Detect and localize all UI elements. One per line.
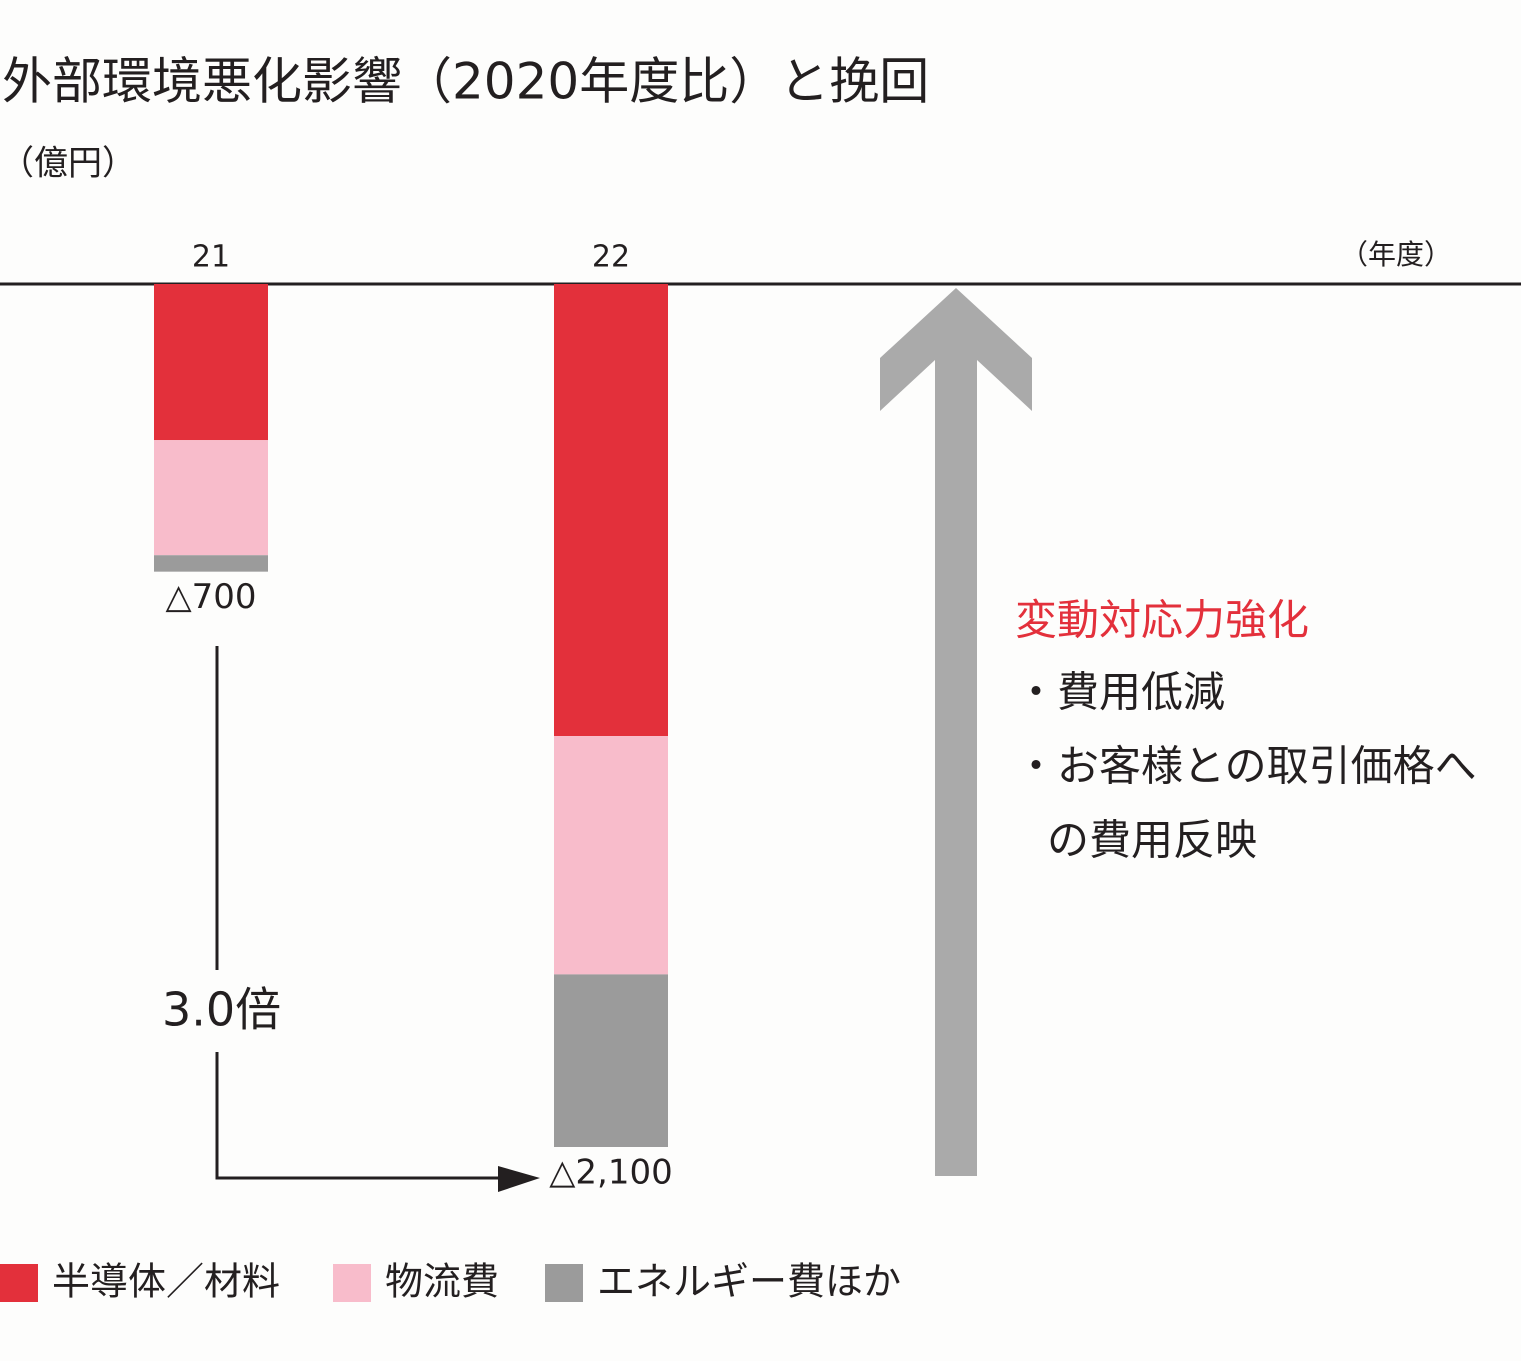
legend-label: エネルギー費ほか (597, 1260, 901, 1304)
total-label: △2,100 (549, 1153, 672, 1193)
arrowhead (498, 1166, 540, 1192)
recovery-line: ・お客様との取引価格へ (1015, 742, 1477, 791)
bar-segment (554, 736, 668, 975)
x-tick-label: 22 (592, 240, 630, 275)
recovery-line: の費用反映 (1047, 816, 1257, 865)
bar-segment (554, 284, 668, 737)
connector (215, 1052, 505, 1180)
chart-title: 外部環境悪化影響（2020年度比）と挽回 (2, 53, 929, 111)
recovery-arrow (880, 288, 1032, 1176)
legend-swatch (0, 1264, 38, 1302)
growth-label: 3.0倍 (162, 983, 281, 1037)
bar-segment (554, 974, 668, 1147)
bar-segment (154, 440, 268, 556)
x-unit: （年度） (1340, 238, 1452, 271)
legend-swatch (333, 1264, 371, 1302)
recovery-line: ・費用低減 (1015, 668, 1225, 717)
legend-swatch (545, 1264, 583, 1302)
total-label: △700 (165, 577, 256, 617)
bar-segment (154, 555, 268, 572)
y-unit: （億円） (0, 144, 136, 184)
legend-label: 物流費 (385, 1260, 499, 1304)
x-tick-label: 21 (192, 240, 230, 275)
legend-label: 半導体／材料 (52, 1260, 280, 1304)
recovery-title: 変動対応力強化 (1015, 596, 1309, 645)
bar-segment (154, 284, 268, 441)
